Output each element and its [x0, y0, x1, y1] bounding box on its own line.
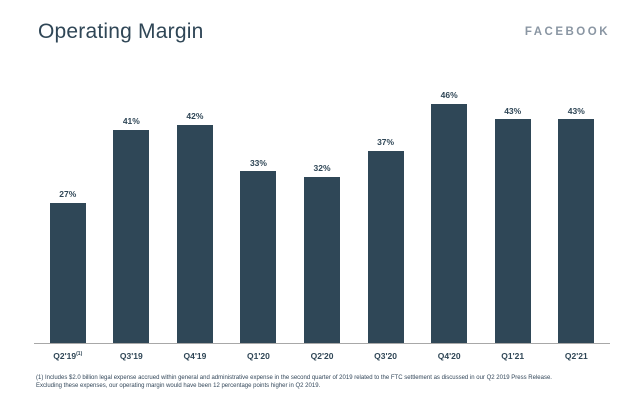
x-axis-tick-label: Q1'20 — [247, 351, 270, 361]
x-axis-tick-label: Q2'21 — [564, 351, 588, 361]
bar-group: 27% — [36, 190, 100, 343]
x-axis: Q2'19(1) Q3'19 Q4'19 Q1'20 Q2'20 Q3'20 Q4'20 Q1… — [34, 345, 610, 361]
bar-value-label: 33% — [249, 157, 267, 168]
bar — [431, 103, 468, 343]
bar-group: 46% — [417, 91, 481, 343]
bar-value-label: 37% — [377, 137, 395, 148]
bar — [176, 124, 213, 343]
facebook-logo: FACEBOOK — [524, 26, 610, 38]
bar — [113, 129, 150, 343]
x-axis-tick-label: Q3'20 — [374, 351, 397, 361]
x-axis-tick-label: Q2'19(1) — [53, 351, 83, 361]
x-axis-tick-label: Q1'21 — [501, 351, 525, 361]
bar-group: 41% — [100, 117, 164, 343]
x-axis-tick-label: Q4'20 — [437, 351, 461, 361]
bar-group: 42% — [163, 112, 227, 343]
bar — [558, 119, 595, 343]
bar-chart: 27% 41% 42% 33% 32% 37% 46% 43% 43% — [34, 84, 610, 344]
bar-value-label: 41% — [122, 116, 140, 127]
bar-group: 43% — [481, 107, 545, 343]
bar-value-label: 43% — [567, 105, 585, 116]
bar-value-label: 42% — [186, 111, 204, 122]
bar-group: 37% — [354, 138, 418, 343]
bar-value-label: 27% — [59, 189, 77, 200]
footnote: (1) Includes $2.0 billion legal expense … — [36, 374, 596, 391]
bar-group: 32% — [290, 164, 354, 343]
bar — [49, 202, 86, 343]
page-title: Operating Margin — [38, 20, 204, 43]
bar — [240, 171, 277, 343]
footnote-line-2: Excluding these expenses, our operating … — [36, 383, 321, 390]
footnote-line-1: (1) Includes $2.0 billion legal expense … — [36, 375, 552, 381]
footnote-marker: (1) — [76, 351, 83, 358]
x-axis-tick-label: Q2'20 — [310, 351, 334, 361]
bar-value-label: 46% — [440, 90, 458, 101]
x-axis-tick-label: Q3'19 — [119, 351, 143, 361]
bar — [367, 150, 404, 343]
x-axis-tick-label: Q4'19 — [183, 351, 207, 361]
bar-group: 33% — [227, 159, 291, 343]
bar-group: 43% — [545, 107, 609, 343]
bar-value-label: 43% — [504, 105, 522, 116]
bar — [304, 176, 341, 343]
bar — [494, 119, 531, 343]
bar-value-label: 32% — [313, 163, 331, 174]
